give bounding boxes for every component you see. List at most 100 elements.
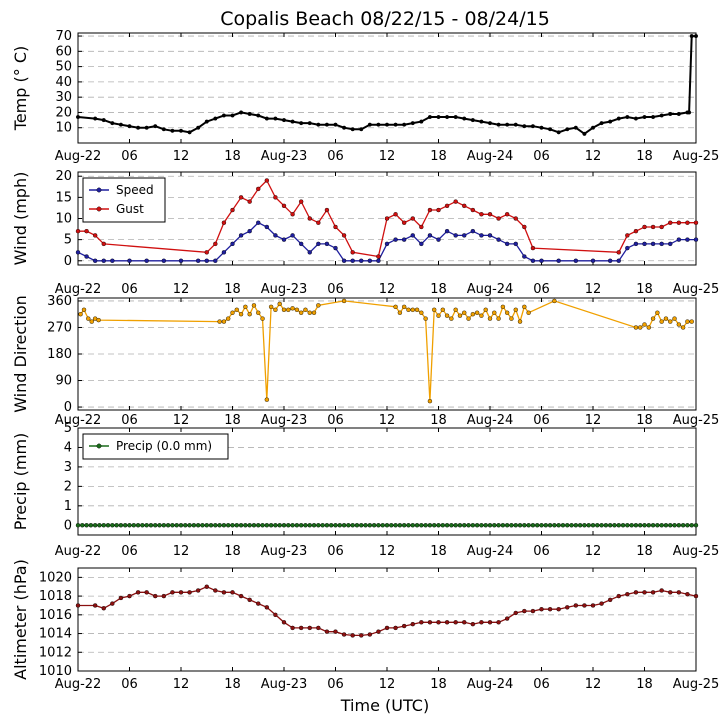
data-point — [479, 313, 484, 318]
data-point — [650, 590, 656, 595]
data-point — [75, 250, 81, 255]
data-point — [204, 250, 209, 255]
y-tick-label: 90 — [55, 374, 72, 389]
y-tick-label: 1014 — [39, 627, 72, 642]
data-point — [110, 523, 115, 528]
data-point — [354, 523, 360, 528]
x-tick-label: Aug-22 — [55, 677, 102, 692]
data-point — [81, 307, 87, 312]
x-tick-label: Aug-23 — [261, 413, 308, 428]
data-point — [427, 233, 433, 238]
x-tick-label: 18 — [224, 413, 241, 428]
data-point — [586, 523, 591, 528]
data-point — [595, 523, 600, 528]
data-point — [659, 113, 664, 118]
legend-marker — [96, 206, 102, 212]
series-altimeter — [75, 584, 699, 638]
data-point — [599, 121, 604, 126]
data-point — [260, 523, 265, 528]
data-point — [264, 116, 269, 121]
data-point — [457, 523, 463, 528]
data-point — [346, 523, 351, 528]
x-tick-label: Aug-22 — [55, 413, 102, 428]
data-point — [213, 588, 218, 593]
data-point — [414, 307, 420, 312]
data-point — [333, 629, 338, 634]
y-tick-label: 40 — [55, 75, 72, 90]
data-point — [659, 241, 664, 247]
data-point — [135, 590, 141, 595]
data-point — [393, 212, 398, 217]
x-tick-label: 06 — [121, 677, 138, 692]
data-point — [256, 113, 261, 118]
legend-box — [82, 177, 166, 223]
data-point — [676, 237, 682, 242]
data-point — [140, 523, 145, 528]
data-point — [221, 590, 227, 595]
x-tick-label: 18 — [430, 282, 447, 297]
data-point — [522, 304, 527, 310]
data-point — [479, 620, 484, 625]
data-point — [311, 310, 317, 315]
data-point — [694, 34, 699, 39]
data-point — [509, 523, 514, 528]
data-point — [453, 620, 458, 625]
data-point — [590, 258, 596, 263]
data-point — [298, 625, 304, 631]
data-point — [590, 523, 596, 528]
data-point — [127, 523, 132, 528]
x-tick-label: 12 — [585, 149, 602, 164]
data-point — [127, 124, 132, 129]
data-point — [680, 325, 686, 330]
data-point — [693, 593, 699, 599]
data-point — [92, 233, 98, 238]
x-tick-label: Aug-25 — [673, 677, 720, 692]
data-point — [165, 523, 171, 528]
panel-altimeter: 1010 1012 1014 1016 1018 1020 Aug-22 06 12 18 Aug-… — [11, 559, 719, 692]
data-point — [367, 632, 373, 637]
data-point — [144, 590, 149, 595]
y-tick-label: 180 — [47, 347, 72, 362]
data-point — [462, 310, 467, 315]
data-point — [294, 307, 300, 312]
data-point — [341, 258, 347, 263]
data-point — [436, 313, 441, 318]
data-point — [350, 127, 355, 132]
data-point — [530, 245, 536, 251]
data-point — [247, 312, 252, 317]
data-point — [256, 523, 261, 528]
data-point — [256, 310, 261, 315]
data-point — [620, 523, 626, 528]
x-tick-label: Aug-22 — [55, 544, 102, 559]
data-point — [350, 258, 355, 263]
data-point — [174, 523, 179, 528]
data-point — [668, 590, 673, 595]
data-point — [509, 316, 514, 321]
data-point — [213, 523, 218, 528]
x-tick-label: Aug-24 — [467, 149, 514, 164]
data-point — [530, 258, 536, 263]
data-point — [625, 523, 630, 528]
data-point — [161, 593, 167, 599]
data-point — [401, 623, 407, 629]
data-point — [204, 584, 209, 589]
x-tick-label: 18 — [224, 282, 241, 297]
data-point — [479, 212, 484, 217]
data-point — [401, 237, 407, 242]
x-tick-label: 18 — [636, 282, 653, 297]
data-point — [539, 523, 544, 528]
data-point — [633, 116, 638, 121]
y-tick-label: 10 — [55, 121, 72, 136]
data-point — [92, 523, 98, 528]
data-point — [204, 258, 209, 263]
series-line — [77, 221, 696, 262]
data-point — [78, 312, 83, 317]
x-tick-label: 12 — [585, 677, 602, 692]
data-point — [646, 325, 651, 330]
data-point — [462, 620, 467, 625]
data-point — [307, 625, 312, 631]
data-point — [445, 115, 450, 120]
data-point — [286, 523, 291, 528]
data-point — [333, 122, 338, 127]
y-axis-label: Precip (mm) — [11, 433, 30, 531]
